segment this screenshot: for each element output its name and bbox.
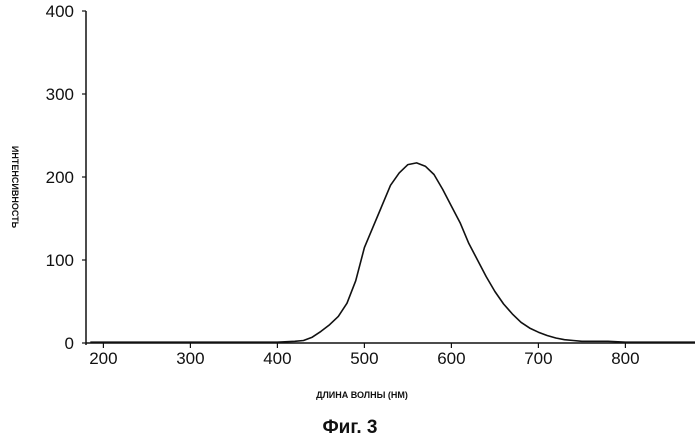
x-tick-label: 400	[263, 349, 291, 368]
spectrum-chart: 0 100 200 300 400 200 300 400 500 600 700 800 ДЛИНА…	[0, 0, 700, 415]
figure-caption: Фиг. 3	[0, 417, 700, 439]
x-tick-label: 500	[350, 349, 378, 368]
y-axis-title: ИНТЕНСИВНОСТЬ	[10, 146, 20, 229]
intensity-series-line	[90, 163, 695, 342]
x-axis-title: ДЛИНА ВОЛНЫ (НМ)	[316, 390, 408, 400]
x-tick-label: 700	[524, 349, 552, 368]
y-tick-label: 200	[46, 168, 74, 187]
y-tick-label: 300	[46, 85, 74, 104]
y-tick-label: 100	[46, 251, 74, 270]
plot-area: 0 100 200 300 400 200 300 400 500 600 700 800	[46, 2, 695, 368]
x-tick-label: 800	[611, 349, 639, 368]
y-tick-label: 400	[46, 2, 74, 21]
x-tick-label: 200	[89, 349, 117, 368]
x-tick-label: 600	[437, 349, 465, 368]
y-tick-label: 0	[65, 334, 74, 353]
x-tick-label: 300	[176, 349, 204, 368]
